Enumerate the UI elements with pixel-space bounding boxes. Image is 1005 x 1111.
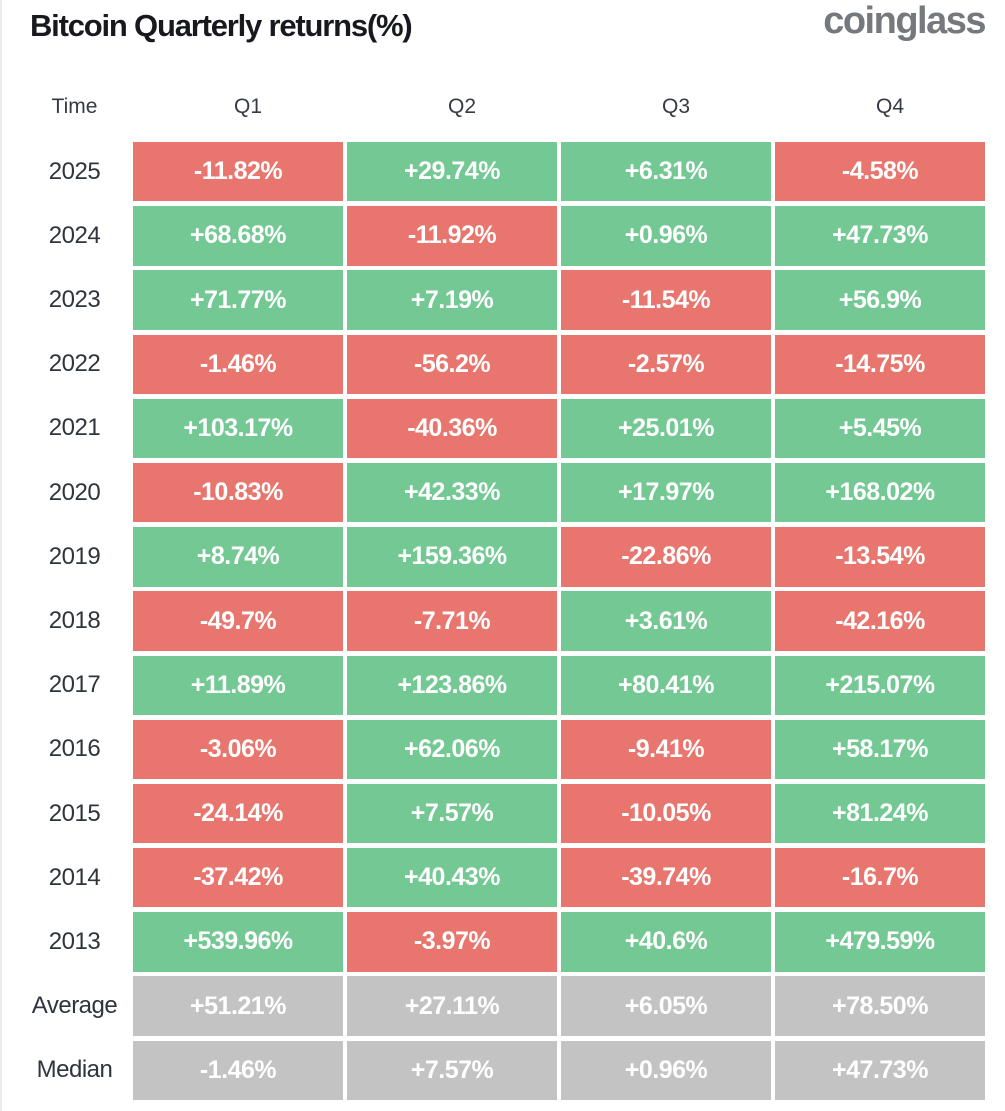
cell-2020-q1: -10.83% [133,462,343,523]
cell-2025-q2: +29.74% [347,142,557,202]
column-header-time: Time [51,95,98,118]
cell-2022-q3: -2.57% [561,334,771,394]
coinglass-logo: coinglass [823,0,986,42]
cell-2017-q4: +215.07% [775,655,985,715]
cell-2014-q2: +40.43% [347,848,557,908]
column-header-q1: Q1 [233,95,262,118]
cell-2022-q1: -1.46% [133,334,343,394]
grid-header: Time Q1 Q2 Q3 Q4 [0,94,1005,120]
left-border-line [0,0,2,1111]
cell-2015-q3: -10.05% [561,783,771,844]
cell-2021-q3: +25.01% [561,398,771,459]
row-label-2020: 2020 [48,478,101,506]
cell-2021-q2: -40.36% [347,398,557,459]
topbar: Bitcoin Quarterly returns(%) coinglass [0,0,1005,58]
row-label-2015: 2015 [48,799,101,827]
returns-grid: 2025 -11.82% +29.74% +6.31% -4.58% 2024 +68.68… [0,142,1005,1101]
cell-2019-q4: -13.54% [775,527,985,587]
cell-2025-q4: -4.58% [775,142,985,202]
cell-2015-q2: +7.57% [347,783,557,844]
column-header-q2: Q2 [447,95,476,118]
cell-2019-q2: +159.36% [347,527,557,587]
cell-2023-q1: +71.77% [133,270,343,330]
cell-2014-q3: -39.74% [561,848,771,908]
cell-2024-q2: -11.92% [347,206,557,266]
row-label-2021: 2021 [48,414,101,442]
row-label-2013: 2013 [48,927,101,955]
cell-average-q2: +27.11% [347,976,557,1036]
row-label-median: Median [36,1056,113,1084]
cell-2016-q3: -9.41% [561,719,771,780]
cell-2023-q2: +7.19% [347,270,557,330]
cell-2017-q3: +80.41% [561,655,771,715]
row-label-2016: 2016 [48,735,101,763]
cell-2014-q4: -16.7% [775,848,985,908]
cell-2015-q4: +81.24% [775,783,985,844]
cell-2019-q3: -22.86% [561,527,771,587]
cell-2021-q4: +5.45% [775,398,985,459]
cell-2025-q1: -11.82% [133,142,343,202]
cell-2017-q1: +11.89% [133,655,343,715]
cell-median-q4: +47.73% [775,1040,985,1101]
cell-2024-q3: +0.96% [561,206,771,266]
row-label-2019: 2019 [48,542,101,570]
cell-2020-q3: +17.97% [561,462,771,523]
row-label-2017: 2017 [48,671,101,699]
row-label-2018: 2018 [48,607,101,634]
cell-median-q3: +0.96% [561,1040,771,1101]
cell-2023-q3: -11.54% [561,270,771,330]
cell-2016-q2: +62.06% [347,719,557,780]
row-label-2024: 2024 [48,221,101,249]
row-label-2014: 2014 [48,863,101,891]
cell-2024-q4: +47.73% [775,206,985,266]
cell-2014-q1: -37.42% [133,848,343,908]
cell-median-q1: -1.46% [133,1040,343,1101]
cell-2013-q3: +40.6% [561,912,771,972]
cell-2024-q1: +68.68% [133,206,343,266]
cell-2013-q1: +539.96% [133,912,343,972]
page-title: Bitcoin Quarterly returns(%) [30,8,413,43]
cell-median-q2: +7.57% [347,1040,557,1101]
cell-2018-q2: -7.71% [347,591,557,651]
cell-2013-q4: +479.59% [775,912,985,972]
cell-2022-q4: -14.75% [775,334,985,394]
column-header-q3: Q3 [661,95,690,118]
cell-average-q3: +6.05% [561,976,771,1036]
row-label-2022: 2022 [48,350,101,378]
cell-2018-q4: -42.16% [775,591,985,651]
row-label-2025: 2025 [48,157,101,185]
cell-2021-q1: +103.17% [133,398,343,459]
cell-2017-q2: +123.86% [347,655,557,715]
cell-2015-q1: -24.14% [133,783,343,844]
cell-2019-q1: +8.74% [133,527,343,587]
column-header-q4: Q4 [875,95,904,118]
cell-average-q4: +78.50% [775,976,985,1036]
cell-2022-q2: -56.2% [347,334,557,394]
row-label-average: Average [31,992,118,1020]
cell-2016-q1: -3.06% [133,719,343,780]
cell-2013-q2: -3.97% [347,912,557,972]
cell-2023-q4: +56.9% [775,270,985,330]
cell-2016-q4: +58.17% [775,719,985,780]
row-label-2023: 2023 [48,286,101,314]
cell-2018-q3: +3.61% [561,591,771,651]
cell-2025-q3: +6.31% [561,142,771,202]
cell-2020-q4: +168.02% [775,462,985,523]
cell-average-q1: +51.21% [133,976,343,1036]
cell-2018-q1: -49.7% [133,591,343,651]
cell-2020-q2: +42.33% [347,462,557,523]
